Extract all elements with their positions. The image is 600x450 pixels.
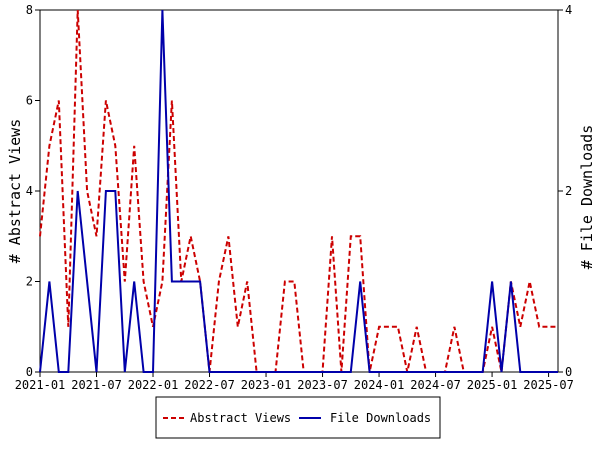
x-tick-label: 2024-07 [410,378,461,392]
legend-label-file-downloads: File Downloads [330,411,431,425]
x-tick-label: 2022-07 [184,378,235,392]
series-line-file-downloads [39,9,558,373]
y-right-tick-label: 4 [565,3,572,17]
legend-label-abstract-views: Abstract Views [190,411,291,425]
y-left-tick-label: 0 [26,365,33,379]
x-tick-label: 2023-01 [241,378,292,392]
series-line-abstract-views [39,9,558,373]
plot-area [39,9,559,373]
x-tick-label: 2023-07 [297,378,348,392]
x-tick-label: 2021-07 [71,378,122,392]
y-left-tick-label: 8 [26,3,33,17]
tick-labels: 0 2 4 6 8 0 2 4 2021-01 2021-07 2022-01 2022-07 2023… [15,3,574,392]
y-right-tick-label: 2 [565,184,572,198]
y-left-tick-label: 4 [26,184,33,198]
x-tick-label: 2022-01 [128,378,179,392]
y-right-tick-label: 0 [565,365,572,379]
x-tick-label: 2025-07 [523,378,574,392]
y-right-axis-title: # File Downloads [578,125,596,270]
x-tick-label: 2021-01 [15,378,66,392]
x-tick-label: 2025-01 [467,378,518,392]
legend-box [155,396,441,439]
y-left-tick-label: 6 [26,94,33,108]
y-left-axis-title: # Abstract Views [6,119,24,264]
y-left-tick-label: 2 [26,275,33,289]
series-layer [39,9,558,373]
legend: Abstract Views File Downloads [155,396,441,439]
x-tick-label: 2024-01 [354,378,405,392]
